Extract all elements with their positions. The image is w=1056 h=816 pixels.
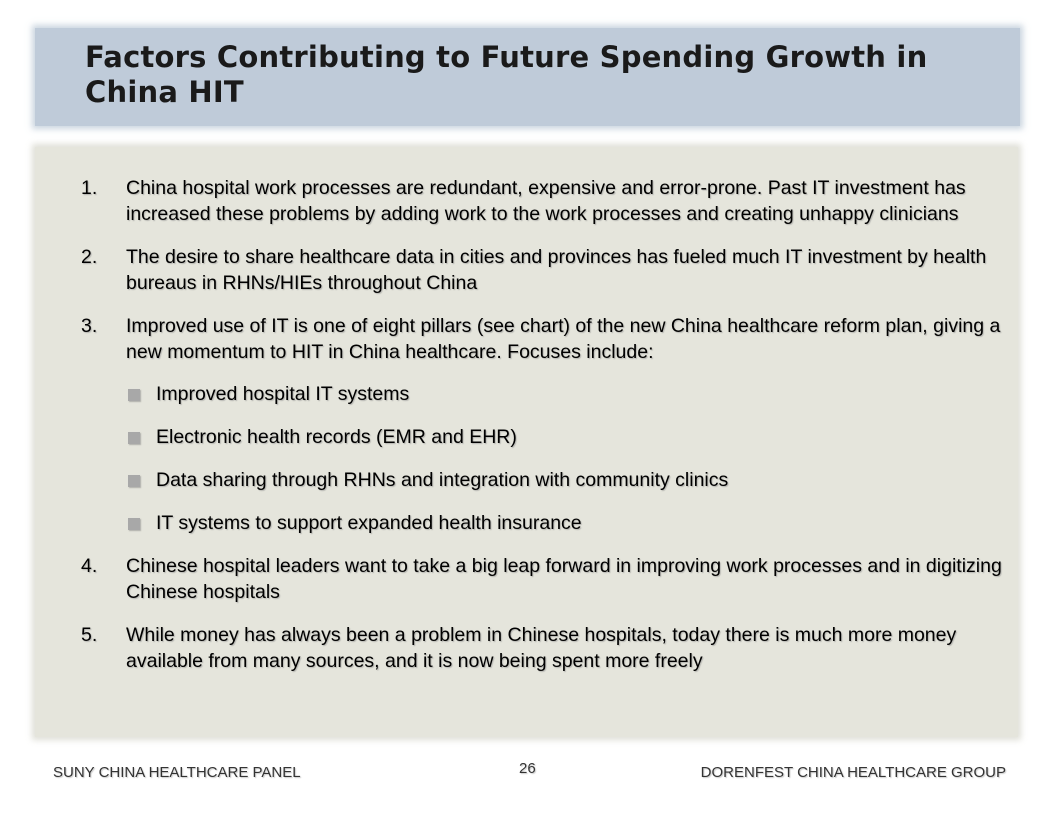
square-bullet-icon — [128, 518, 140, 530]
sub-item-text: IT systems to support expanded health in… — [156, 512, 582, 534]
sub-bullet-list: Improved hospital IT systems Electronic … — [126, 381, 1011, 536]
content-panel: 1. China hospital work processes are red… — [35, 147, 1018, 737]
item-text: While money has always been a problem in… — [126, 624, 957, 672]
sub-list-item: IT systems to support expanded health in… — [126, 510, 1011, 536]
item-number: 4. — [81, 555, 98, 577]
item-text: China hospital work processes are redund… — [126, 177, 966, 225]
square-bullet-icon — [128, 432, 140, 444]
list-item: 2. The desire to share healthcare data i… — [81, 244, 1011, 296]
footer-left-text: SUNY CHINA HEALTHCARE PANEL — [53, 764, 301, 781]
sub-item-text: Data sharing through RHNs and integratio… — [156, 469, 729, 491]
item-text: The desire to share healthcare data in c… — [126, 246, 987, 294]
numbered-list: 1. China hospital work processes are red… — [81, 175, 1011, 674]
square-bullet-icon — [128, 475, 140, 487]
sub-item-text: Electronic health records (EMR and EHR) — [156, 426, 517, 448]
sub-list-item: Electronic health records (EMR and EHR) — [126, 424, 1011, 450]
list-item: 5. While money has always been a problem… — [81, 622, 1011, 674]
sub-list-item: Data sharing through RHNs and integratio… — [126, 467, 1011, 493]
item-text: Chinese hospital leaders want to take a … — [126, 555, 1002, 603]
list-item: 3. Improved use of IT is one of eight pi… — [81, 313, 1011, 536]
list-item: 1. China hospital work processes are red… — [81, 175, 1011, 227]
item-number: 3. — [81, 315, 98, 337]
item-number: 1. — [81, 177, 98, 199]
title-band: Factors Contributing to Future Spending … — [35, 28, 1020, 126]
square-bullet-icon — [128, 389, 140, 401]
sub-list-item: Improved hospital IT systems — [126, 381, 1011, 407]
sub-item-text: Improved hospital IT systems — [156, 383, 410, 405]
slide-title: Factors Contributing to Future Spending … — [85, 40, 928, 109]
page-number: 26 — [519, 760, 536, 777]
item-number: 5. — [81, 624, 98, 646]
footer-right-text: DORENFEST CHINA HEALTHCARE GROUP — [700, 764, 1006, 781]
item-number: 2. — [81, 246, 98, 268]
list-item: 4. Chinese hospital leaders want to take… — [81, 553, 1011, 605]
item-text: Improved use of IT is one of eight pilla… — [126, 315, 1001, 363]
